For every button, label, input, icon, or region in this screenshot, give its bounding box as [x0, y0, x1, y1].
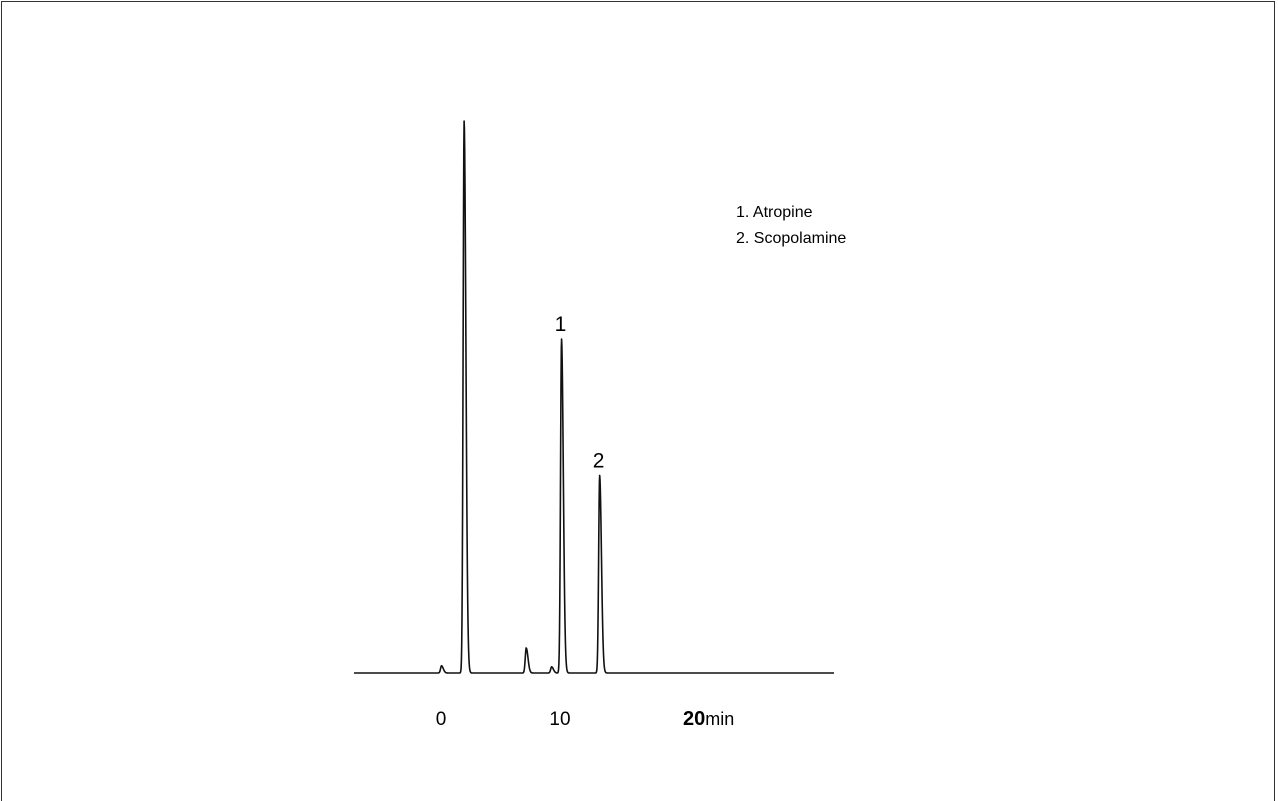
peak-4-apex: [560, 338, 563, 340]
x-tick-label-0: 0: [436, 709, 447, 730]
peak-label-layer: 12: [440, 120, 605, 668]
peak-label-1: 1: [555, 313, 567, 336]
peak-5-apex: [598, 474, 601, 477]
trace-layer: [354, 121, 834, 674]
legend-entry-scopolamine: 2. Scopolamine: [736, 230, 846, 247]
peak-1-apex: [463, 120, 465, 122]
x-tick-label-20: 20min: [683, 708, 734, 730]
x-tick-label-10: 10: [549, 709, 570, 730]
peak-3-apex: [550, 666, 553, 668]
legend-entry-atropine: 1. Atropine: [736, 204, 813, 221]
chromatogram-trace: [354, 121, 834, 674]
x-tick-unit-label: min: [705, 709, 734, 729]
peak-label-2: 2: [593, 449, 605, 472]
peak-0-apex: [440, 665, 443, 667]
peak-2-apex: [525, 647, 528, 649]
x-tick-layer: 0 10 20min: [436, 708, 735, 730]
